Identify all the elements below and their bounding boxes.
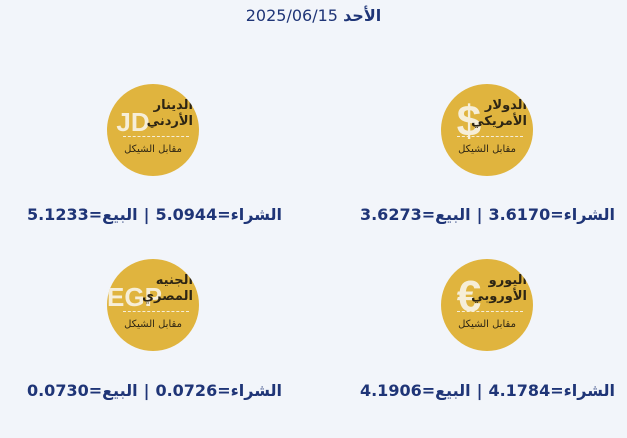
against-label: مقابل الشيكل (124, 144, 182, 155)
rate-line: الشراء=5.0944 | البيع=5.1233 (27, 205, 282, 224)
buy-label: الشراء= (550, 381, 615, 400)
sell-label: البيع= (421, 205, 471, 224)
currency-icon: JD الدينار الأردني مقابل الشيكل (107, 84, 199, 176)
currency-icon: EGP الجنيه المصري مقابل الشيكل (107, 259, 199, 351)
rate-line: الشراء=0.0726 | البيع=0.0730 (27, 381, 282, 400)
currency-name-line: الأمريكي (471, 114, 527, 129)
buy-rate: 4.1784 (488, 381, 551, 400)
separator: | (476, 381, 483, 400)
buy-rate: 5.0944 (155, 205, 218, 224)
day: الأحد (343, 6, 382, 25)
divider (457, 136, 523, 137)
divider (123, 136, 189, 137)
buy-label: الشراء= (217, 205, 282, 224)
sell-rate: 5.1233 (26, 205, 89, 224)
currency-name-line: الجنيه (155, 273, 193, 288)
currency-name: الدولار الأمريكي (467, 98, 527, 130)
currency-icon: $ الدولار الأمريكي مقابل الشيكل (441, 84, 533, 176)
against-label: مقابل الشيكل (124, 319, 182, 330)
buy-label: الشراء= (550, 205, 615, 224)
currency-name-line: الأردني (146, 114, 193, 129)
sell-rate: 4.1906 (359, 381, 422, 400)
currency-name-line: الدولار (484, 98, 527, 113)
buy-rate: 0.0726 (155, 381, 218, 400)
rate-line: الشراء=3.6170 | البيع=3.6273 (360, 205, 615, 224)
against-label: مقابل الشيكل (458, 144, 516, 155)
currency-name: الدينار الأردني (133, 98, 193, 130)
divider (123, 311, 189, 312)
currency-symbol: JD (116, 107, 150, 137)
against-label: مقابل الشيكل (458, 319, 516, 330)
sell-rate: 0.0730 (26, 381, 89, 400)
currency-name-line: الدينار (153, 98, 193, 113)
date-header: الأحد 2025/06/15 (0, 6, 627, 25)
currency-name-line: اليورو (488, 273, 527, 288)
currency-symbol: EGP (107, 282, 162, 312)
divider (457, 311, 523, 312)
currency-icon: € اليورو الأوروبي مقابل الشيكل (441, 259, 533, 351)
currency-symbol: $ (456, 97, 482, 146)
rate-line: الشراء=4.1784 | البيع=4.1906 (360, 381, 615, 400)
sell-label: البيع= (88, 381, 138, 400)
currency-symbol: € (456, 272, 482, 321)
sell-label: البيع= (421, 381, 471, 400)
separator: | (143, 381, 150, 400)
date: 2025/06/15 (245, 6, 338, 25)
currency-name-line: المصري (142, 289, 193, 304)
buy-rate: 3.6170 (488, 205, 551, 224)
sell-label: البيع= (88, 205, 138, 224)
currency-name-line: الأوروبي (471, 289, 527, 304)
buy-label: الشراء= (217, 381, 282, 400)
sell-rate: 3.6273 (359, 205, 422, 224)
separator: | (143, 205, 150, 224)
currency-name: الجنيه المصري (133, 273, 193, 305)
currency-name: اليورو الأوروبي (467, 273, 527, 305)
separator: | (476, 205, 483, 224)
